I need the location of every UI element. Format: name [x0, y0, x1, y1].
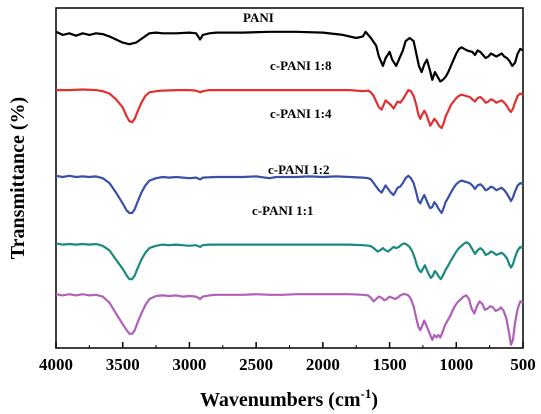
series-line-2: [56, 88, 524, 130]
series-label-3: c-PANI 1:4: [270, 106, 332, 121]
x-axis-title: Wavenumbers (cm-1): [200, 386, 378, 411]
x-tick-label: 500: [510, 355, 536, 374]
x-tick-label: 1000: [439, 355, 473, 374]
x-tick-label: 3500: [106, 355, 140, 374]
x-axis-ticks: 4000 3500 3000 2500 2000 1500 1000 500: [39, 342, 536, 374]
x-tick-label: 3000: [172, 355, 206, 374]
series-line-5: [55, 293, 524, 346]
series-line-1: [55, 30, 524, 83]
series-line-3: [55, 174, 524, 215]
series-label-2: c-PANI 1:8: [270, 58, 332, 73]
series-label-1: PANI: [243, 10, 274, 25]
series-label-4: c-PANI 1:2: [268, 162, 330, 177]
series-layer: [55, 30, 524, 346]
x-tick-label: 1500: [373, 355, 407, 374]
x-tick-label: 4000: [39, 355, 73, 374]
x-tick-label: 2500: [239, 355, 273, 374]
y-axis-title: Transmittance (%): [7, 97, 29, 259]
series-line-4: [55, 241, 524, 281]
x-tick-label: 2000: [306, 355, 340, 374]
series-labels: PANI c-PANI 1:8 c-PANI 1:4 c-PANI 1:2 c-PANI…: [243, 10, 332, 218]
series-label-5: c-PANI 1:1: [252, 203, 314, 218]
